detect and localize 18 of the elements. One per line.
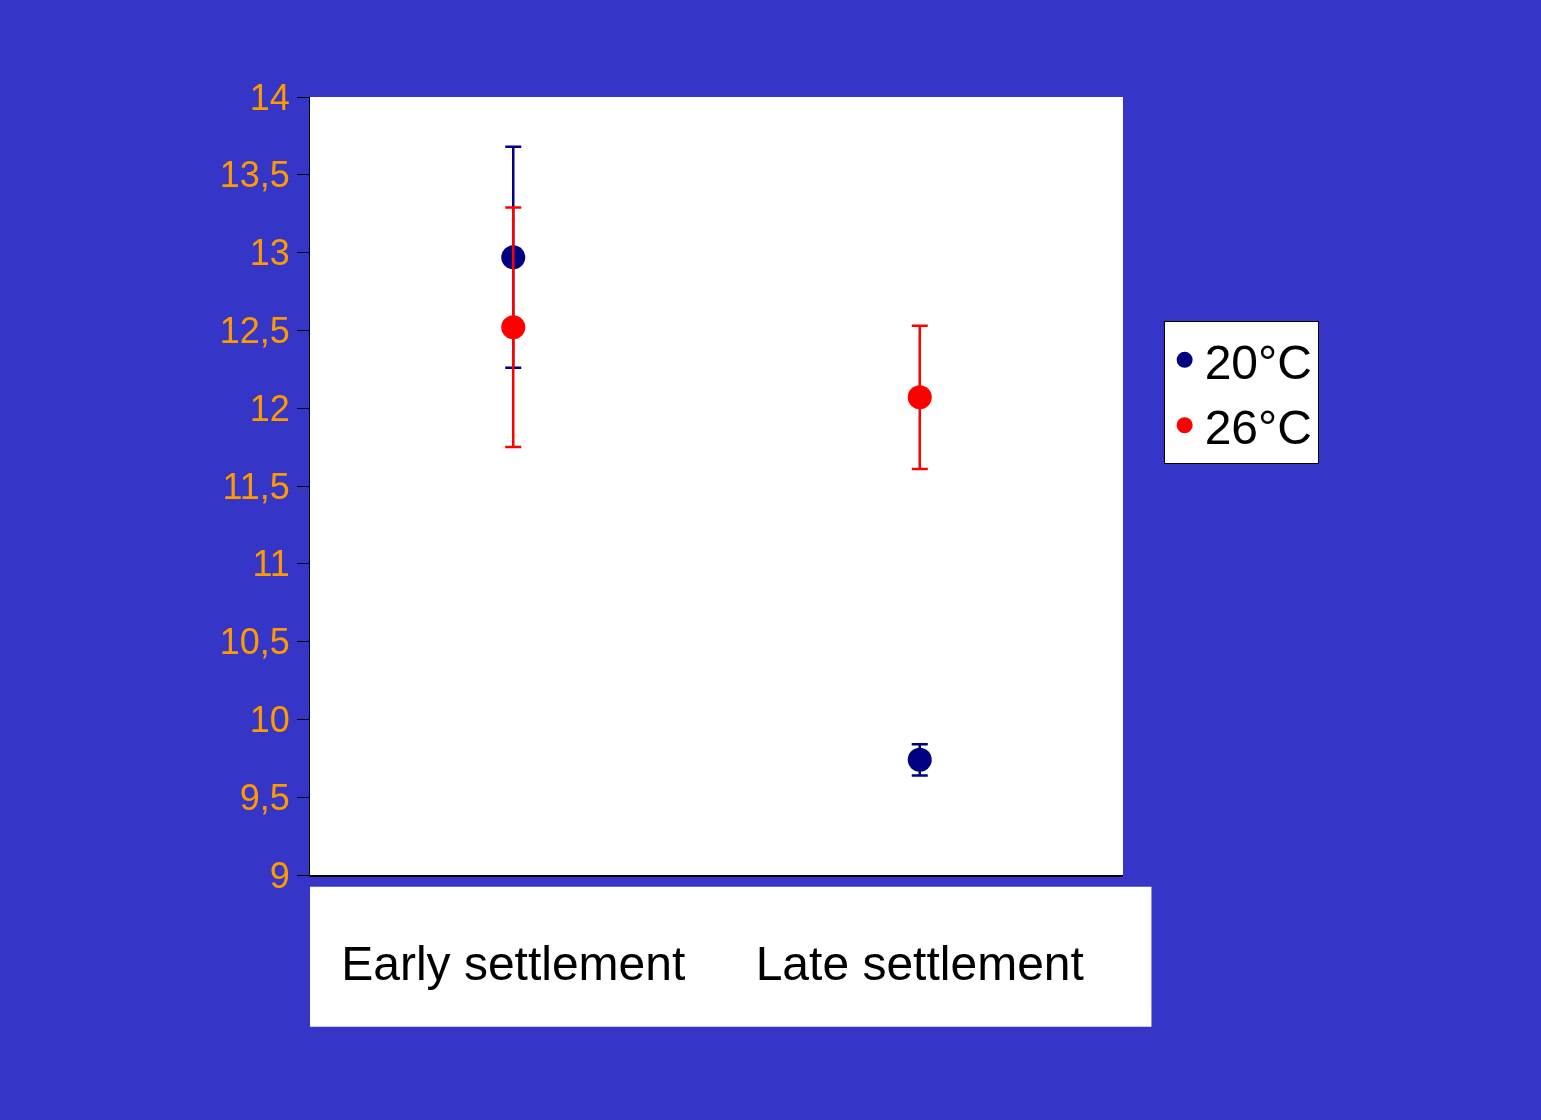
y-tick-label: 9,5	[239, 776, 290, 818]
x-tick-label: Late settlement	[755, 936, 1084, 990]
y-tick-label: 12	[249, 387, 290, 429]
y-tick-label: 14	[249, 76, 290, 118]
point	[907, 747, 932, 772]
point	[907, 385, 932, 410]
x-tick-label: Early settlement	[341, 936, 686, 990]
y-tick-label: 11	[252, 543, 290, 585]
y-tick-label: 13,5	[219, 154, 290, 196]
y-tick-label: 9	[269, 854, 290, 896]
y-tick-label: 11,5	[222, 465, 290, 507]
y-tick-label: 13	[249, 232, 290, 274]
y-tick-label: 12,5	[219, 310, 290, 351]
point	[501, 315, 526, 340]
y-tick-label: 10	[249, 699, 290, 740]
y-tick-label: 10,5	[219, 621, 290, 663]
legend-label: 26°C	[1204, 400, 1312, 454]
legend-label: 20°C	[1204, 335, 1312, 389]
